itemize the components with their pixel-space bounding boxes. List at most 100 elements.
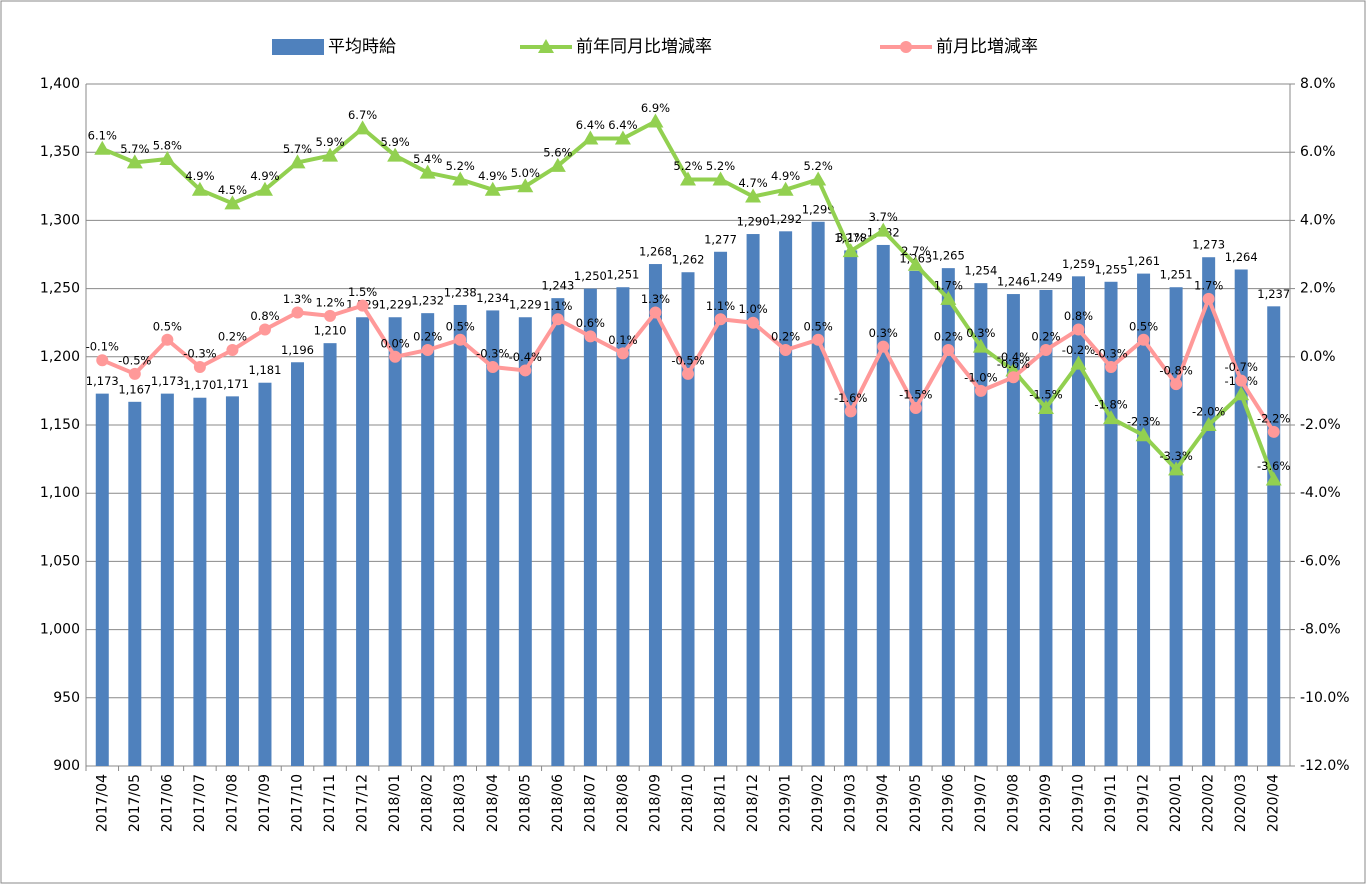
bar-value-label: 1,237 [1257, 287, 1290, 301]
line-value-label: 2.7% [901, 244, 930, 258]
line-value-label: -0.1% [86, 340, 119, 354]
bar-value-label: 1,249 [1029, 270, 1062, 284]
x-tick-label: 2018/05 [517, 774, 533, 832]
line-value-label: 0.3% [869, 326, 898, 340]
bar-value-label: 1,232 [411, 294, 444, 308]
marker [1202, 292, 1215, 305]
marker [649, 306, 662, 319]
x-tick-label: 2018/12 [745, 774, 761, 832]
x-tick-label: 2019/05 [908, 774, 924, 832]
line-value-label: 1.7% [1194, 278, 1223, 292]
line-value-label: -0.4% [509, 350, 542, 364]
bar-value-label: 1,210 [314, 324, 347, 338]
bar-value-label: 1,299 [802, 202, 835, 216]
x-tick-label: 2019/08 [1005, 774, 1021, 832]
bar [714, 251, 728, 767]
line-value-label: 5.4% [413, 152, 442, 166]
legend-marker [538, 39, 554, 53]
x-tick-label: 2018/10 [680, 774, 696, 832]
marker [551, 313, 564, 326]
marker [126, 154, 143, 169]
marker [356, 299, 369, 312]
x-tick-label: 2018/07 [582, 774, 598, 832]
y2-tick-label: 8.0% [1300, 76, 1336, 92]
marker [745, 188, 762, 203]
y-tick-label: 1,300 [40, 212, 80, 228]
bar-value-label: 1,171 [216, 377, 249, 391]
bar-value-label: 1,238 [444, 285, 477, 299]
x-tick-label: 2019/04 [875, 774, 891, 832]
y2-tick-label: 0.0% [1300, 349, 1336, 365]
line-value-label: -1.6% [834, 391, 867, 405]
line-value-label: 0.2% [218, 329, 247, 343]
x-tick-label: 2018/02 [420, 774, 436, 832]
bar-value-label: 1,181 [249, 363, 282, 377]
bar-value-label: 1,268 [639, 245, 672, 259]
y2-tick-label: -6.0% [1300, 553, 1341, 569]
marker [289, 154, 306, 169]
marker [161, 333, 174, 346]
bar-value-label: 1,250 [574, 269, 607, 283]
x-tick-label: 2018/01 [387, 774, 403, 832]
line-value-label: -3.6% [1257, 459, 1290, 473]
bar [974, 283, 988, 766]
bar [616, 287, 630, 766]
x-tick-label: 2019/07 [973, 774, 989, 832]
x-tick-label: 2020/04 [1266, 774, 1282, 832]
x-tick-label: 2020/03 [1233, 774, 1249, 832]
line-value-label: 0.5% [446, 319, 475, 333]
line-value-label: -1.5% [899, 387, 932, 401]
bar-value-label: 1,261 [1127, 254, 1160, 268]
y-tick-label: 1,200 [40, 349, 80, 365]
line-value-label: 0.5% [804, 319, 833, 333]
marker [1072, 323, 1085, 336]
line-value-label: -0.6% [997, 357, 1030, 371]
line-value-label: 4.9% [478, 169, 507, 183]
line-value-label: 5.6% [543, 145, 572, 159]
bar [909, 270, 923, 766]
y2-tick-label: -10.0% [1300, 690, 1350, 706]
marker [844, 405, 857, 418]
bar [1234, 269, 1248, 766]
x-tick-label: 2019/10 [1070, 774, 1086, 832]
marker [712, 171, 729, 186]
marker [193, 361, 206, 374]
marker [421, 343, 434, 356]
marker [549, 157, 566, 172]
bar-value-label: 1,265 [932, 249, 965, 263]
bar [1104, 281, 1118, 766]
line-value-label: 6.7% [348, 108, 377, 122]
marker [647, 113, 664, 128]
bar [648, 264, 662, 766]
marker [452, 171, 469, 186]
bar-value-label: 1,173 [86, 374, 119, 388]
bar [225, 396, 239, 766]
marker [614, 130, 631, 145]
x-tick-label: 2018/06 [550, 774, 566, 832]
x-tick-label: 2017/09 [257, 774, 273, 832]
x-tick-label: 2017/10 [290, 774, 306, 832]
marker [812, 333, 825, 346]
x-tick-label: 2020/01 [1168, 774, 1184, 832]
line-value-label: -0.8% [1159, 364, 1192, 378]
line-value-label: 1.5% [348, 285, 377, 299]
bar-value-label: 1,229 [509, 298, 542, 312]
line-value-label: -2.0% [1192, 405, 1225, 419]
marker [484, 181, 501, 196]
bar-value-label: 1,254 [964, 264, 997, 278]
bar-value-label: 1,170 [183, 378, 216, 392]
bar [258, 382, 272, 766]
x-tick-label: 2017/04 [94, 774, 110, 832]
x-tick-label: 2018/11 [713, 774, 729, 832]
line-value-label: 1.3% [641, 292, 670, 306]
bar [1071, 276, 1085, 766]
line-value-label: 5.8% [153, 139, 182, 153]
y2-tick-label: -2.0% [1300, 417, 1341, 433]
marker [1235, 374, 1248, 387]
line-value-label: -1.8% [1094, 398, 1127, 412]
bar-value-label: 1,234 [476, 291, 509, 305]
x-tick-label: 2019/01 [778, 774, 794, 832]
bar-value-label: 1,255 [1095, 262, 1128, 276]
marker [419, 164, 436, 179]
line-value-label: -0.3% [1094, 347, 1127, 361]
